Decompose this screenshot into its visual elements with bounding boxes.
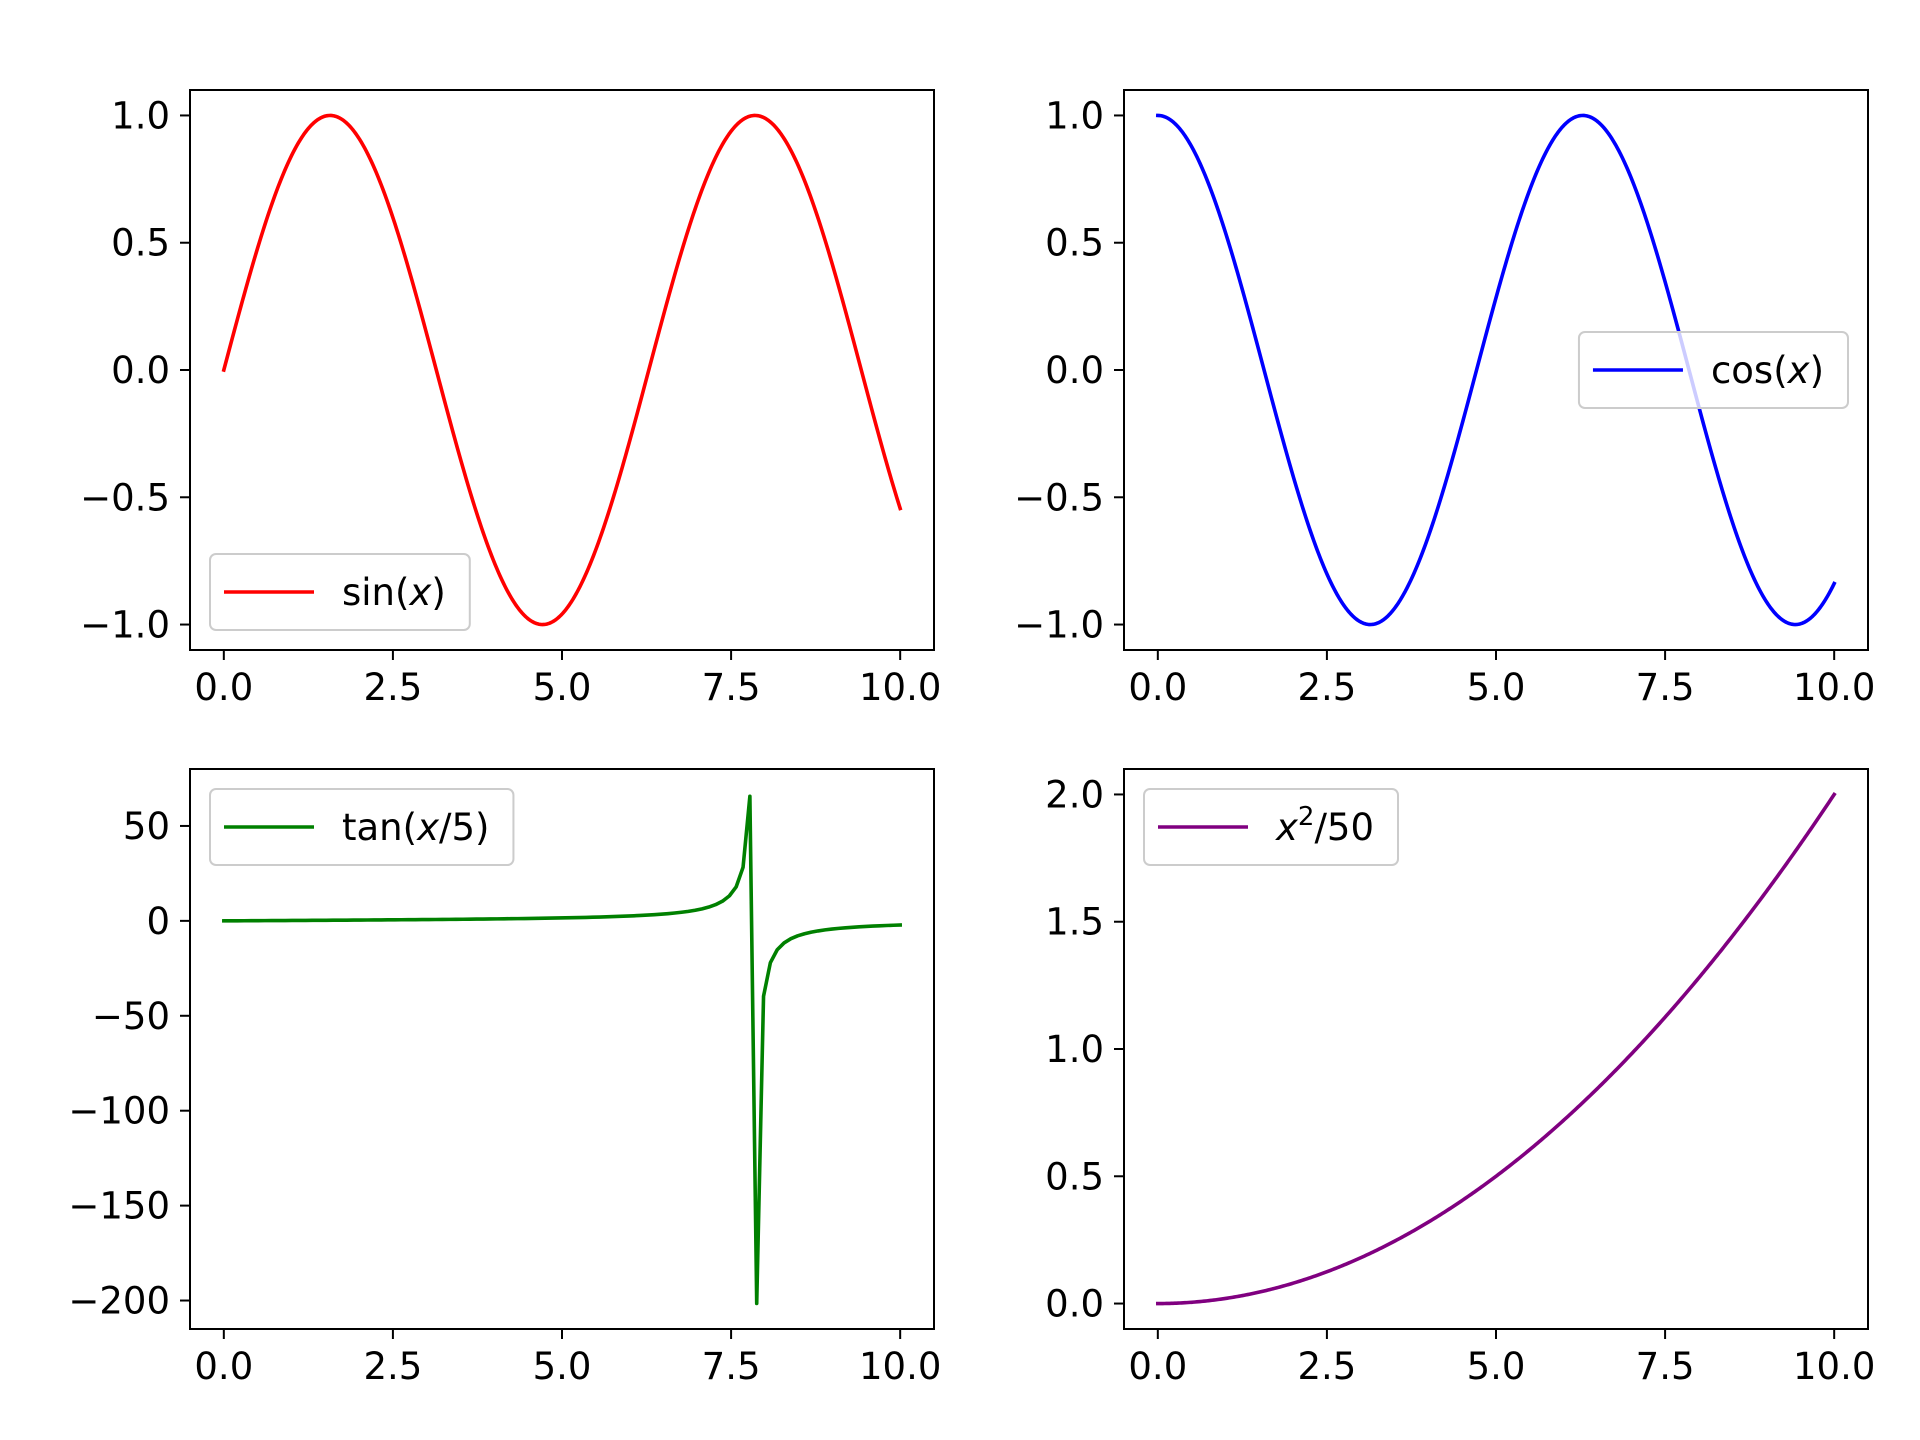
x-tick-label: 0.0	[1128, 666, 1187, 709]
y-tick-label: 0.5	[1045, 1155, 1104, 1198]
legend-label: cos(x)	[1711, 349, 1824, 392]
x-tick-label: 5.0	[1467, 666, 1526, 709]
y-tick-label: 0	[146, 900, 170, 943]
legend: x2/50	[1143, 788, 1399, 866]
legend-label: sin(x)	[342, 571, 446, 614]
x-tick-label: 2.5	[1297, 666, 1356, 709]
series-line-0	[221, 113, 903, 627]
y-tick-label: 0.5	[1045, 222, 1104, 265]
x-tick-label: 10.0	[1793, 1345, 1875, 1388]
y-tick-label: 1.0	[1045, 94, 1104, 137]
y-tick-label: −150	[68, 1185, 170, 1228]
y-tick-label: −0.5	[80, 476, 170, 519]
x-tick-label: 10.0	[859, 1345, 941, 1388]
x-tick-label: 0.0	[194, 666, 253, 709]
y-tick-label: −100	[68, 1090, 170, 1133]
y-tick-label: 1.0	[1045, 1028, 1104, 1071]
legend-frame	[209, 788, 515, 866]
y-tick-label: 1.5	[1045, 901, 1104, 944]
y-tick-label: −1.0	[1014, 604, 1104, 647]
y-tick-label: 1.0	[111, 94, 170, 137]
legend: tan(x/5)	[209, 788, 515, 866]
y-tick-label: 50	[123, 805, 170, 848]
y-tick-label: −0.5	[1014, 476, 1104, 519]
subplot-sin: 0.0 2.5 5.0 7.5 10.0 1.0 0.5 0.0 −0.5 −1.0 sin(x)	[80, 89, 941, 709]
x-tick-label: 5.0	[533, 666, 592, 709]
x-tick-label: 5.0	[1467, 1345, 1526, 1388]
y-tick-label: −1.0	[80, 604, 170, 647]
legend-frame	[1577, 331, 1849, 409]
legend: cos(x)	[1577, 331, 1849, 409]
x-tick-label: 7.5	[702, 1345, 761, 1388]
legend-label: tan(x/5)	[342, 806, 489, 849]
subplot-tan: 0.0 2.5 5.0 7.5 10.0 50 0 −50 −100 −150 −200 tan(x/…	[68, 768, 941, 1388]
legend-frame	[209, 553, 471, 631]
y-tick-label: −200	[68, 1280, 170, 1323]
x-tick-label: 2.5	[363, 1345, 422, 1388]
x-tick-label: 5.0	[533, 1345, 592, 1388]
x-tick-label: 7.5	[1636, 666, 1695, 709]
legend: sin(x)	[209, 553, 471, 631]
x-tick-label: 7.5	[1636, 1345, 1695, 1388]
y-tick-label: 0.0	[111, 349, 170, 392]
series-line-0	[1156, 791, 1837, 1306]
subplot-quadratic: 0.0 2.5 5.0 7.5 10.0 2.0 1.5 1.0 0.5 0.0 x2/50	[1045, 768, 1875, 1388]
y-tick-label: 0.5	[111, 222, 170, 265]
x-tick-label: 10.0	[1793, 666, 1875, 709]
x-tick-label: 2.5	[1297, 1345, 1356, 1388]
legend-frame	[1143, 788, 1399, 866]
y-tick-label: −50	[92, 995, 170, 1038]
series-line-0	[1155, 113, 1837, 627]
x-tick-label: 7.5	[702, 666, 761, 709]
x-tick-label: 2.5	[363, 666, 422, 709]
x-tick-label: 10.0	[859, 666, 941, 709]
subplot-cos: 0.0 2.5 5.0 7.5 10.0 1.0 0.5 0.0 −0.5 −1.0 cos(x)	[1014, 89, 1875, 709]
legend-label: x2/50	[1275, 802, 1374, 849]
series-line-0	[222, 794, 903, 1306]
y-tick-label: 2.0	[1045, 773, 1104, 816]
y-tick-label: 0.0	[1045, 1283, 1104, 1326]
x-tick-label: 0.0	[1128, 1345, 1187, 1388]
x-tick-label: 0.0	[194, 1345, 253, 1388]
y-tick-label: 0.0	[1045, 349, 1104, 392]
